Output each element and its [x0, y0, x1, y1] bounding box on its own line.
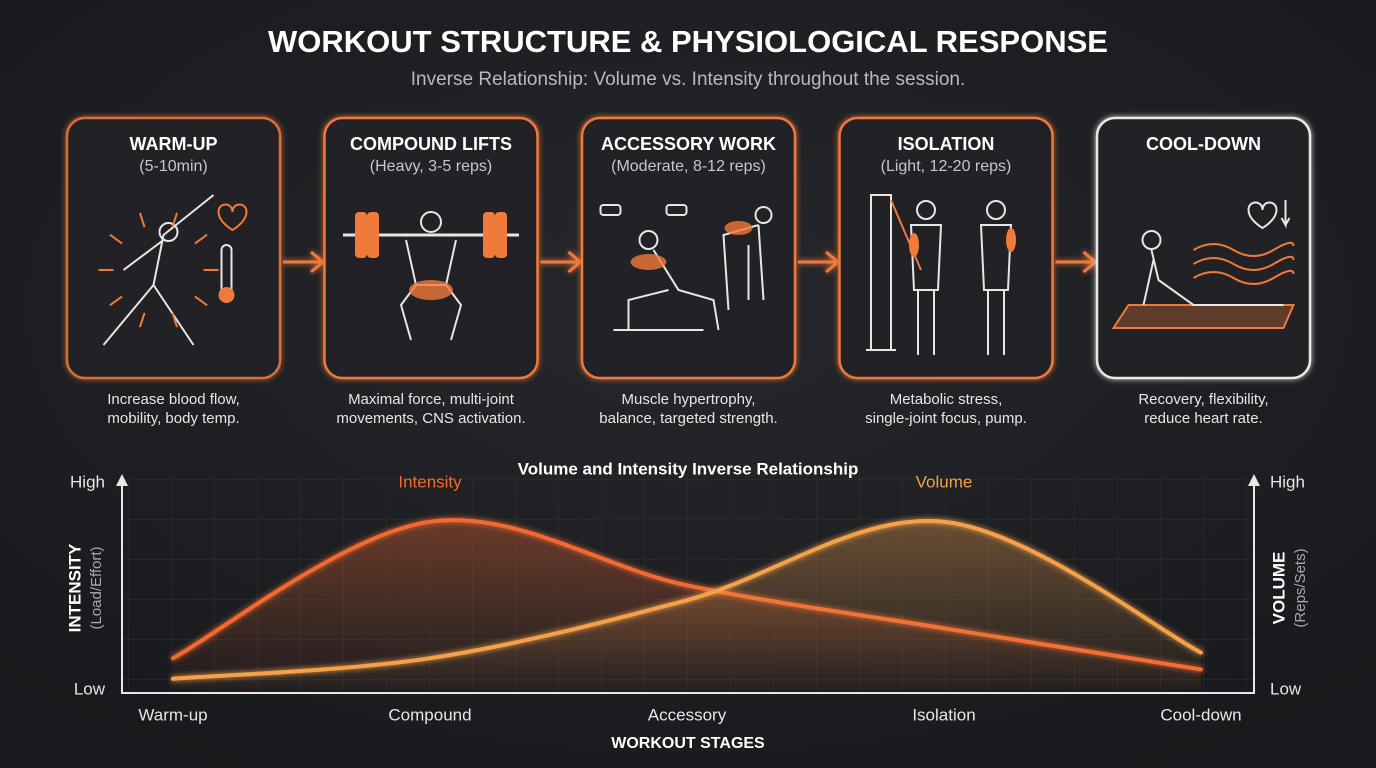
- card-title: COMPOUND LIFTS: [350, 134, 512, 154]
- stage-cards: WARM-UP (5-10min) Increase blood flow, mobi…: [65, 116, 1312, 427]
- icon: [139, 312, 146, 328]
- icon: [109, 233, 123, 245]
- card-detail: (Moderate, 8-12 reps): [611, 158, 766, 175]
- card-title: WARM-UP: [130, 134, 218, 154]
- y-tick-label: High: [70, 472, 105, 491]
- card-description: reduce heart rate.: [1144, 410, 1262, 427]
- icon: [355, 212, 367, 258]
- series-line: [171, 518, 1203, 681]
- area: [173, 520, 1201, 690]
- icon: [139, 212, 146, 228]
- icon: [613, 249, 720, 331]
- x-tick-label: Isolation: [912, 705, 975, 724]
- icon: [665, 204, 688, 216]
- icon: [495, 212, 507, 258]
- stage-card: ISOLATION (Light, 12-20 reps) Metabolic st…: [838, 116, 1098, 427]
- icon: [194, 295, 208, 307]
- card-description: Muscle hypertrophy,: [622, 391, 756, 408]
- x-tick-label: Warm-up: [138, 705, 207, 724]
- icon: [1192, 241, 1295, 257]
- x-tick-label: Compound: [388, 705, 471, 724]
- card-detail: (Heavy, 3-5 reps): [370, 158, 492, 175]
- icon: [171, 312, 178, 328]
- card-detail: (5-10min): [139, 158, 207, 175]
- y2-tick-label: Low: [1270, 679, 1302, 698]
- x-tick-label: Cool-down: [1160, 705, 1241, 724]
- y-axis-title: INTENSITY: [65, 543, 84, 632]
- arrow: [1055, 250, 1098, 274]
- stage-card: WARM-UP (5-10min) Increase blood flow, mobi…: [65, 116, 326, 427]
- icon: [630, 254, 667, 270]
- card-description: mobility, body temp.: [107, 410, 239, 427]
- card-detail: (Light, 12-20 reps): [881, 158, 1012, 175]
- y2-axis-subtitle: (Reps/Sets): [1292, 548, 1309, 627]
- card-description: Increase blood flow,: [107, 391, 240, 408]
- icon: [1142, 249, 1284, 306]
- icon: [909, 224, 943, 355]
- axes: [121, 482, 1255, 694]
- stage-card: ACCESSORY WORK (Moderate, 8-12 reps) Muscl…: [580, 116, 841, 427]
- icon: [109, 295, 123, 307]
- icon: [638, 230, 659, 250]
- stage-card: COMPOUND LIFTS (Heavy, 3-5 reps) Maximal f…: [323, 116, 583, 427]
- subtitle: Inverse Relationship: Volume vs. Intensi…: [411, 69, 965, 90]
- icon: [890, 199, 922, 271]
- icon: [866, 194, 896, 351]
- card-description: movements, CNS activation.: [336, 410, 525, 427]
- icon: [754, 206, 773, 224]
- card-title: COOL-DOWN: [1146, 134, 1261, 154]
- card-description: single-joint focus, pump.: [865, 410, 1027, 427]
- icon: [409, 280, 453, 300]
- icon: [1141, 230, 1162, 250]
- icon: [367, 212, 379, 258]
- card-title: ACCESSORY WORK: [601, 134, 776, 154]
- arrow: [798, 250, 841, 274]
- title: WORKOUT STRUCTURE & PHYSIOLOGICAL RESPON…: [268, 24, 1108, 59]
- icon: [1247, 200, 1291, 230]
- card-frame: [1095, 116, 1312, 380]
- series-label: Intensity: [398, 472, 462, 491]
- icon: [1192, 255, 1295, 271]
- card-description: Recovery, flexibility,: [1138, 391, 1268, 408]
- y2-axis-title: VOLUME: [1269, 552, 1288, 625]
- icon: [483, 212, 495, 258]
- icon: [724, 221, 753, 235]
- icon: [1192, 269, 1295, 285]
- icon: [1111, 304, 1296, 329]
- chart-title: Volume and Intensity Inverse Relationshi…: [518, 459, 859, 478]
- icon: [102, 194, 215, 346]
- card-description: balance, targeted strength.: [599, 410, 777, 427]
- card-frame: [580, 116, 797, 380]
- icon: [909, 233, 919, 257]
- icon: [218, 287, 235, 303]
- card-frame: [323, 116, 539, 380]
- chart: Volume and Intensity Inverse Relationshi…: [65, 459, 1308, 752]
- stage-card: COOL-DOWN Recovery, flexibility, reduce he…: [1095, 116, 1312, 427]
- icon: [420, 211, 442, 233]
- card-description: Metabolic stress,: [890, 391, 1003, 408]
- icon: [217, 203, 248, 232]
- series-label: Volume: [916, 472, 973, 491]
- x-tick-label: Accessory: [648, 705, 727, 724]
- icon: [986, 200, 1006, 220]
- card-description: Maximal force, multi-joint: [348, 391, 515, 408]
- arrow: [283, 250, 326, 274]
- icon: [916, 200, 936, 220]
- icon: [599, 204, 622, 216]
- card-frame: [65, 116, 282, 380]
- icon: [171, 212, 178, 228]
- icon: [1006, 228, 1016, 252]
- x-axis-title: WORKOUT STAGES: [611, 735, 765, 752]
- card-title: ISOLATION: [898, 134, 995, 154]
- icon: [979, 224, 1013, 355]
- icon: [194, 233, 208, 245]
- card-frame: [838, 116, 1054, 380]
- arrow: [540, 250, 583, 274]
- icon: [158, 222, 179, 242]
- y2-tick-label: High: [1270, 472, 1305, 491]
- y-axis-subtitle: (Load/Effort): [88, 546, 105, 629]
- y-tick-label: Low: [74, 679, 106, 698]
